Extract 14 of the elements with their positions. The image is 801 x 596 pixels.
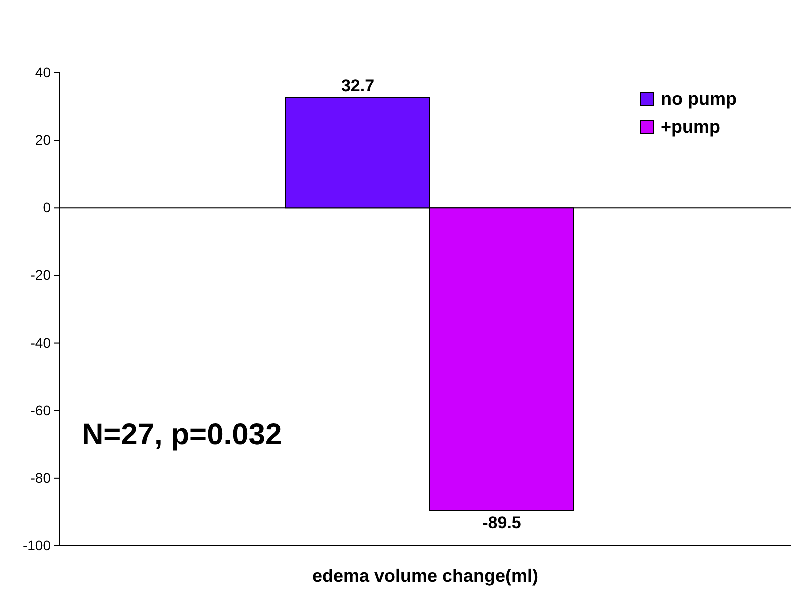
y-tick-label: -100 (22, 537, 52, 554)
y-tick-label: 20 (35, 132, 52, 148)
y-tick-label: 0 (43, 200, 52, 216)
y-tick-label: 40 (35, 64, 52, 80)
y-tick-label: -60 (30, 402, 52, 418)
legend-label: +pump (661, 117, 721, 137)
x-axis-title: edema volume change(ml) (312, 566, 539, 586)
y-tick-label: -20 (30, 267, 52, 284)
legend-label: no pump (661, 89, 737, 109)
data-label: 32.7 (341, 76, 375, 96)
y-tick-label: -40 (30, 334, 52, 351)
annotation: N=27, p=0.032 (82, 418, 282, 452)
data-label: -89.5 (482, 514, 522, 533)
y-tick-label: -80 (30, 470, 52, 486)
